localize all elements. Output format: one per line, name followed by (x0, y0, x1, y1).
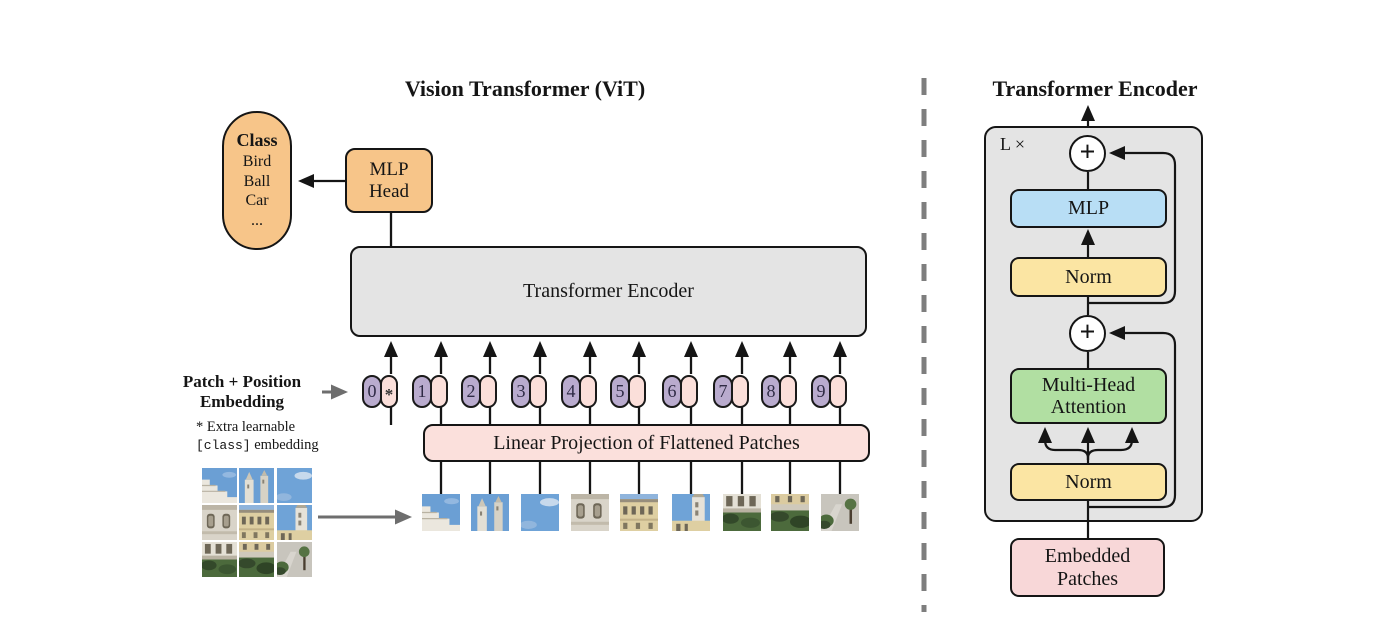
image-grid-patch-2 (239, 468, 274, 503)
position-token-0: 0 (362, 375, 382, 408)
image-grid-patch-6 (277, 505, 312, 540)
left-panel-title: Vision Transformer (ViT) (404, 76, 646, 101)
residual-add-circle-top: + (1069, 135, 1106, 172)
image-grid-patch-3 (277, 468, 312, 503)
embedded-patches-line1: Embedded (1044, 545, 1131, 568)
norm-block-top: Norm (1010, 257, 1167, 297)
image-grid-patch-8 (239, 542, 274, 577)
footnote-line2: [class] embedding (196, 436, 346, 454)
mlp-block-label: MLP (1067, 197, 1110, 220)
image-grid-patch-5 (239, 505, 274, 540)
transformer-encoder-box: Transformer Encoder (350, 246, 867, 337)
image-grid-patch-1 (202, 468, 237, 503)
position-token-5: 5 (610, 375, 630, 408)
patch-embedding-pill-4 (579, 375, 597, 408)
class-item-bird: Bird (242, 153, 272, 171)
class-item-ball: Ball (243, 172, 271, 190)
image-grid-patch-7 (202, 542, 237, 577)
flattened-patch-3 (521, 494, 559, 531)
position-token-2: 2 (461, 375, 481, 408)
pp-label-line2: Embedding (199, 392, 285, 412)
patch-embedding-pill-3 (529, 375, 547, 408)
position-token-8: 8 (761, 375, 781, 408)
right-panel-connectors (1038, 105, 1177, 538)
norm-bottom-label: Norm (1065, 470, 1112, 493)
patch-embedding-pill-0: * (380, 375, 398, 408)
mlp-head-line2: Head (368, 180, 410, 202)
patch-position-embedding-label: Patch + Position Embedding (163, 372, 321, 413)
patch-embedding-pill-9 (829, 375, 847, 408)
linear-projection-label: Linear Projection of Flattened Patches (493, 431, 800, 454)
multi-head-attention-block: Multi-Head Attention (1010, 368, 1167, 424)
position-token-3: 3 (511, 375, 531, 408)
flattened-patch-8 (771, 494, 809, 531)
position-token-1: 1 (412, 375, 432, 408)
image-grid-patch-9 (277, 542, 312, 577)
position-token-4: 4 (561, 375, 581, 408)
patch-embedding-pill-1 (430, 375, 448, 408)
image-grid-patch-4 (202, 505, 237, 540)
flattened-patch-6 (672, 494, 710, 531)
position-token-9: 9 (811, 375, 831, 408)
flattened-patch-7 (723, 494, 761, 531)
footnote-line1: * Extra learnable (196, 419, 296, 435)
mha-label-line2: Attention (1050, 396, 1127, 418)
embedded-patches-block: Embedded Patches (1010, 538, 1165, 597)
gray-arrows (318, 384, 412, 525)
position-token-6: 6 (662, 375, 682, 408)
right-panel-title: Transformer Encoder (992, 76, 1198, 101)
mlp-head-line1: MLP (369, 158, 409, 180)
mlp-head-box: MLP Head (345, 148, 433, 213)
flattened-patch-9 (821, 494, 859, 531)
patch-embedding-pill-5 (628, 375, 646, 408)
left-panel-connectors (298, 174, 847, 494)
linear-projection-box: Linear Projection of Flattened Patches (423, 424, 870, 462)
embedded-patches-line2: Patches (1056, 567, 1119, 590)
class-item-ellipsis: ... (251, 211, 263, 229)
norm-block-bottom: Norm (1010, 463, 1167, 501)
transformer-encoder-label: Transformer Encoder (523, 280, 694, 302)
flattened-patch-5 (620, 494, 658, 531)
patch-embedding-pill-7 (731, 375, 749, 408)
footnote-class-code: [class] (196, 438, 251, 454)
patch-embedding-pill-8 (779, 375, 797, 408)
class-output-pill: Class Bird Ball Car ... (222, 111, 292, 250)
loop-count-label: L × (1000, 134, 1025, 154)
flattened-patch-2 (471, 494, 509, 531)
footnote-suffix: embedding (250, 437, 319, 454)
patch-embedding-pill-6 (680, 375, 698, 408)
norm-top-label: Norm (1065, 265, 1112, 288)
patch-embedding-pill-2 (479, 375, 497, 408)
mlp-block: MLP (1010, 189, 1167, 228)
flattened-patch-1 (422, 494, 460, 531)
class-pill-header: Class (236, 130, 278, 151)
pp-label-line1: Patch + Position (182, 372, 302, 391)
class-token-footnote: * Extra learnable [class] embedding (196, 418, 346, 454)
flattened-patch-4 (571, 494, 609, 531)
residual-add-circle-bottom: + (1069, 315, 1106, 352)
class-item-car: Car (245, 192, 269, 210)
mha-label-line1: Multi-Head (1041, 373, 1136, 396)
position-token-7: 7 (713, 375, 733, 408)
